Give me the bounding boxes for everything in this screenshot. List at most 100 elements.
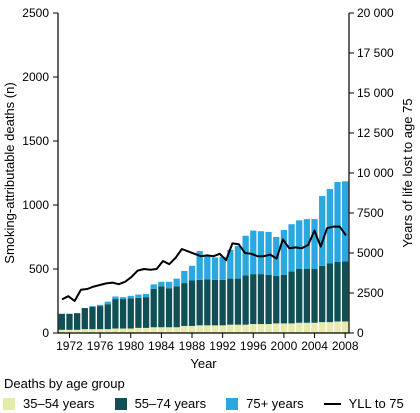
- bar-1975-series-2: [89, 306, 96, 307]
- bar-1975-series-1: [89, 306, 96, 330]
- bar-1999-series-1: [273, 276, 280, 324]
- y2-tick-label-4: 10 000: [357, 166, 394, 180]
- legend-line-yll: [323, 402, 341, 405]
- bar-2002-series-1: [296, 269, 303, 323]
- bar-1986-series-0: [173, 327, 180, 333]
- legend-item-35-54: 35–54 years: [3, 396, 95, 411]
- y-axis-title: Smoking-attributable deaths (n): [2, 82, 17, 263]
- legend-label-35-54: 35–54 years: [23, 396, 95, 411]
- bar-1985-series-2: [165, 281, 173, 289]
- bar-1992-series-0: [219, 325, 226, 333]
- y2-tick-label-1: 2500: [357, 286, 384, 300]
- bar-1996-series-0: [250, 324, 257, 333]
- bar-1992-series-1: [219, 279, 226, 326]
- bar-1991-series-1: [211, 279, 219, 326]
- legend-item-55-74: 55–74 years: [114, 396, 207, 411]
- bar-1978-series-0: [112, 328, 119, 333]
- bar-1983-series-1: [150, 288, 157, 328]
- y-tick-label-4: 2000: [22, 70, 49, 84]
- y-tick-label-3: 1500: [22, 134, 49, 148]
- bar-1990-series-1: [204, 279, 211, 326]
- x-tick-label-9: 2008: [332, 339, 359, 353]
- bar-2007-series-0: [334, 321, 341, 333]
- bar-2006-series-2: [326, 189, 333, 264]
- bar-2004-series-0: [311, 322, 318, 333]
- bar-1979-series-1: [119, 299, 127, 329]
- x-tick-label-1: 1976: [87, 339, 114, 353]
- bar-1987-series-2: [181, 270, 188, 284]
- yll-line: [61, 225, 347, 302]
- legend-items: 35–54 years 55–74 years 75+ years YLL to…: [3, 396, 417, 411]
- y2-tick-label-3: 7500: [357, 206, 384, 220]
- bar-1991-series-0: [211, 325, 219, 333]
- bar-2003-series-2: [303, 219, 311, 269]
- x-tick-label-8: 2004: [301, 339, 328, 353]
- bar-1986-series-2: [173, 278, 180, 287]
- bar-1995-series-0: [242, 324, 249, 333]
- bar-2001-series-0: [288, 323, 295, 333]
- bar-1990-series-0: [204, 325, 211, 333]
- bar-2002-series-2: [296, 220, 303, 269]
- bar-1993-series-0: [227, 324, 234, 333]
- bar-2000-series-1: [280, 274, 288, 324]
- bar-1986-series-1: [173, 286, 180, 328]
- bar-2006-series-1: [326, 263, 333, 323]
- bar-2003-series-1: [303, 269, 311, 323]
- bar-1994-series-1: [234, 278, 242, 325]
- bar-2006-series-0: [326, 322, 333, 333]
- legend: Deaths by age group 35–54 years 55–74 ye…: [3, 376, 417, 411]
- y2-tick-label-2: 5000: [357, 246, 384, 260]
- bar-1981-series-2: [135, 294, 142, 298]
- bar-1980-series-1: [127, 298, 134, 329]
- x-tick-label-6: 1996: [240, 339, 267, 353]
- bar-1998-series-1: [265, 274, 272, 325]
- bar-1974-series-1: [81, 308, 88, 330]
- bar-1982-series-1: [142, 297, 150, 328]
- bar-1985-series-0: [165, 327, 173, 333]
- x-tick-label-4: 1988: [179, 339, 206, 353]
- y2-tick-label-8: 20 000: [357, 6, 394, 20]
- bar-2000-series-2: [280, 229, 288, 275]
- bar-1972-series-0: [66, 329, 73, 333]
- bar-2000-series-0: [280, 323, 288, 333]
- bar-1990-series-2: [204, 256, 211, 280]
- y2-tick-label-6: 15 000: [357, 86, 394, 100]
- x-axis-title: Year: [190, 356, 217, 371]
- bar-1995-series-1: [242, 275, 249, 325]
- bar-2005-series-2: [319, 196, 326, 266]
- x-tick-label-7: 2000: [271, 339, 298, 353]
- bar-1998-series-0: [265, 324, 272, 333]
- bar-1973-series-0: [74, 329, 81, 333]
- legend-swatch-35-54: [3, 397, 15, 410]
- bar-2005-series-0: [319, 322, 326, 333]
- bar-1999-series-0: [273, 323, 280, 333]
- y-tick-label-5: 2500: [22, 6, 49, 20]
- bar-1988-series-2: [188, 265, 196, 281]
- bar-1981-series-0: [135, 327, 142, 333]
- bar-1978-series-2: [112, 296, 119, 300]
- bar-1980-series-0: [127, 328, 134, 333]
- legend-item-yll: YLL to 75: [323, 396, 404, 411]
- bar-1987-series-0: [181, 325, 188, 333]
- bar-1974-series-0: [81, 329, 88, 333]
- legend-label-55-74: 55–74 years: [134, 396, 207, 411]
- bar-1981-series-1: [135, 297, 142, 328]
- bar-2004-series-2: [311, 219, 318, 269]
- bar-1979-series-0: [119, 328, 127, 333]
- bar-1984-series-0: [158, 327, 165, 333]
- bar-1978-series-1: [112, 299, 119, 329]
- legend-title: Deaths by age group: [4, 376, 125, 391]
- bar-1998-series-2: [265, 231, 272, 275]
- bar-1989-series-2: [196, 251, 203, 280]
- y-tick-label-1: 500: [29, 262, 49, 276]
- bar-1983-series-0: [150, 327, 157, 333]
- bar-1994-series-2: [234, 245, 242, 279]
- bar-1988-series-0: [188, 325, 196, 333]
- bar-1982-series-2: [142, 293, 150, 298]
- bar-1995-series-2: [242, 235, 249, 276]
- bar-1993-series-2: [227, 249, 234, 279]
- bar-2001-series-1: [288, 271, 295, 324]
- bar-1989-series-0: [196, 325, 203, 333]
- bar-2007-series-1: [334, 261, 341, 322]
